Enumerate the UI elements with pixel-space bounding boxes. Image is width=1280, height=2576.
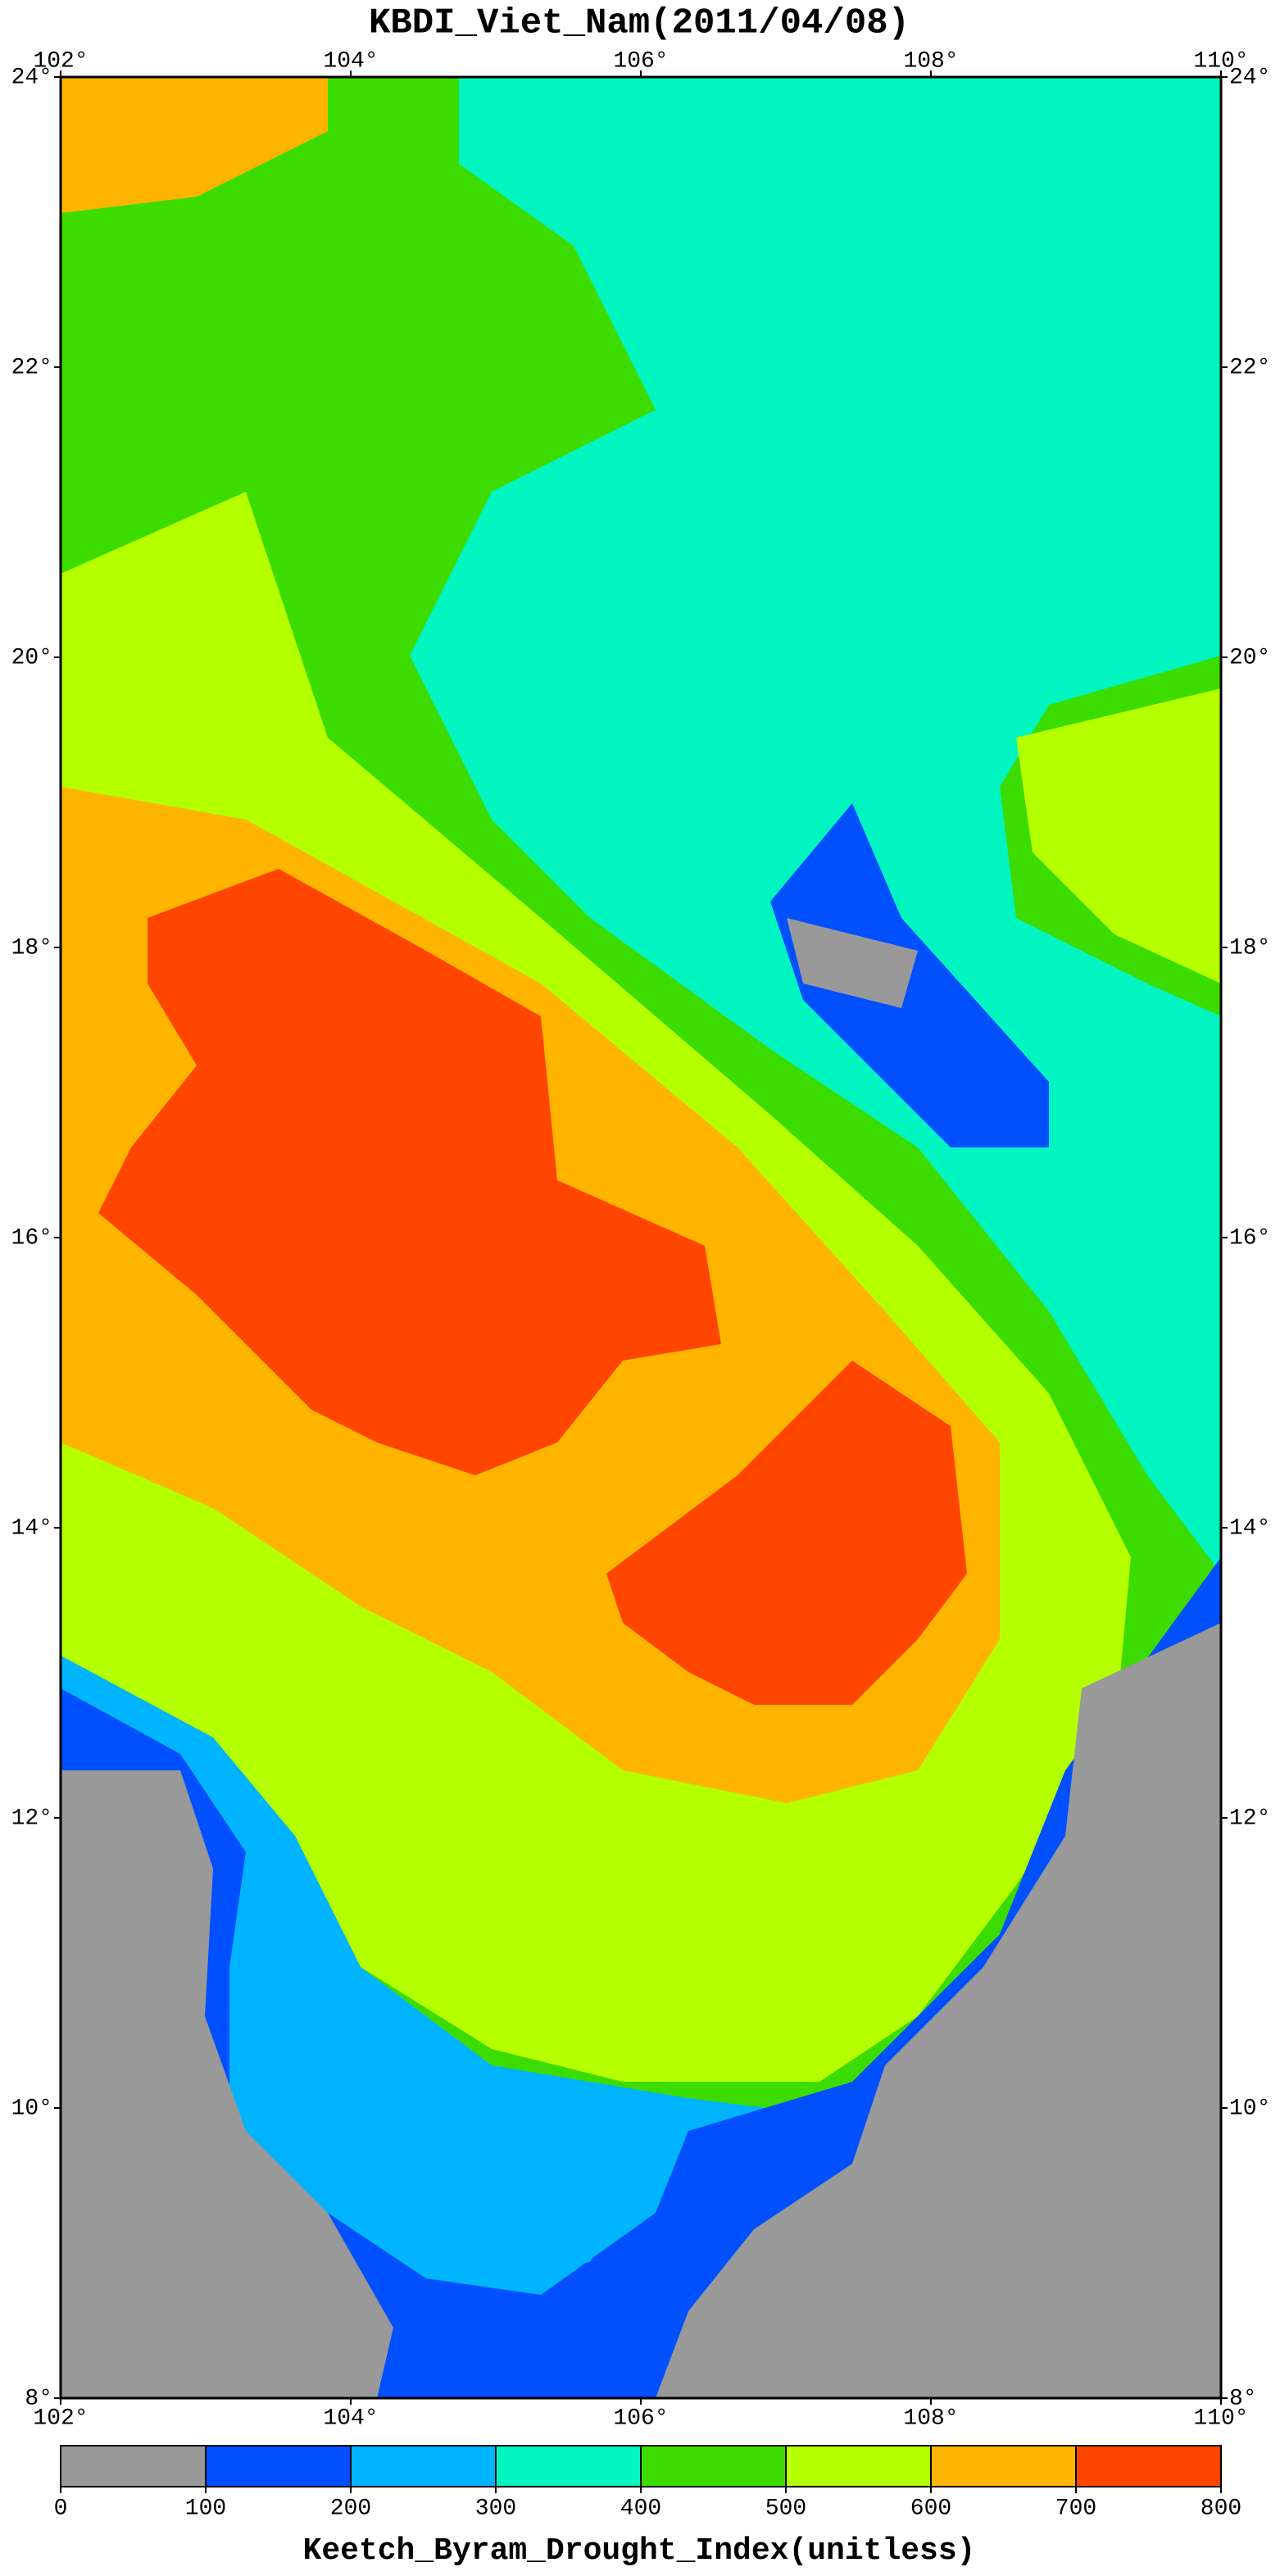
- drought-region: [61, 1770, 393, 2398]
- lon-tick-label: 110°: [1193, 48, 1248, 74]
- drought-region: [606, 1361, 967, 1705]
- lat-tick-label: 8°: [25, 2386, 52, 2411]
- lat-tick-label: 10°: [11, 2096, 52, 2121]
- lat-tick-label: 24°: [1229, 65, 1270, 90]
- lat-tick-label: 14°: [11, 1515, 52, 1541]
- drought-region: [787, 918, 918, 1008]
- lat-tick-label: 12°: [11, 1806, 52, 1831]
- lat-tick-label: 22°: [11, 355, 52, 380]
- lat-tick-label: 14°: [1229, 1515, 1270, 1541]
- lon-tick-label: 102°: [33, 2406, 88, 2431]
- colorbar-tick-label: 500: [765, 2496, 806, 2521]
- lon-tick-label: 104°: [323, 2406, 378, 2431]
- colorbar-label: Keetch_Byram_Drought_Index(unitless): [303, 2533, 976, 2569]
- colorbar-swatch: [495, 2445, 642, 2487]
- drought-region: [98, 869, 721, 1475]
- colorbar-tick-label: 800: [1201, 2496, 1241, 2521]
- lon-tick-label: 104°: [323, 48, 378, 74]
- lat-tick-label: 22°: [1229, 355, 1270, 380]
- colorbar-swatch: [350, 2445, 497, 2487]
- lon-tick-label: 108°: [903, 2406, 958, 2431]
- map-title: KBDI_Viet_Nam(2011/04/08): [369, 3, 910, 44]
- lat-tick-label: 20°: [11, 645, 52, 670]
- colorbar-tick-label: 400: [620, 2496, 661, 2521]
- drought-region: [410, 77, 1221, 1574]
- colorbar-swatch: [930, 2445, 1077, 2487]
- colorbar-swatch: [1075, 2445, 1222, 2487]
- colorbar-swatch: [640, 2445, 787, 2487]
- colorbar-tick-label: 600: [910, 2496, 951, 2521]
- lat-tick-label: 20°: [1229, 645, 1270, 670]
- drought-region: [1016, 688, 1221, 984]
- lon-tick-label: 106°: [613, 48, 668, 74]
- lat-tick-label: 10°: [1229, 2096, 1270, 2121]
- lon-tick-label: 102°: [33, 48, 88, 74]
- lat-tick-label: 16°: [1229, 1225, 1270, 1251]
- lon-tick-label: 110°: [1193, 2406, 1248, 2431]
- lon-tick-label: 106°: [613, 2406, 668, 2431]
- lat-tick-label: 24°: [11, 65, 52, 90]
- colorbar-swatch: [785, 2445, 932, 2487]
- colorbar-tick-label: 700: [1055, 2496, 1096, 2521]
- colorbar-swatch: [60, 2445, 207, 2487]
- colorbar-tick-label: 200: [330, 2496, 371, 2521]
- lat-tick-label: 16°: [11, 1225, 52, 1251]
- drought-region: [410, 2115, 639, 2278]
- lon-tick-label: 108°: [903, 48, 958, 74]
- colorbar-tick-label: 300: [475, 2496, 516, 2521]
- lat-tick-label: 18°: [1229, 935, 1270, 961]
- lat-tick-label: 18°: [11, 935, 52, 961]
- drought-region: [656, 1623, 1221, 2398]
- colorbar-swatch: [205, 2445, 352, 2487]
- drought-region: [61, 77, 328, 213]
- lat-tick-label: 12°: [1229, 1806, 1270, 1831]
- colorbar-tick-label: 100: [185, 2496, 226, 2521]
- colorbar-tick-label: 0: [54, 2496, 68, 2521]
- lat-tick-label: 8°: [1229, 2386, 1257, 2411]
